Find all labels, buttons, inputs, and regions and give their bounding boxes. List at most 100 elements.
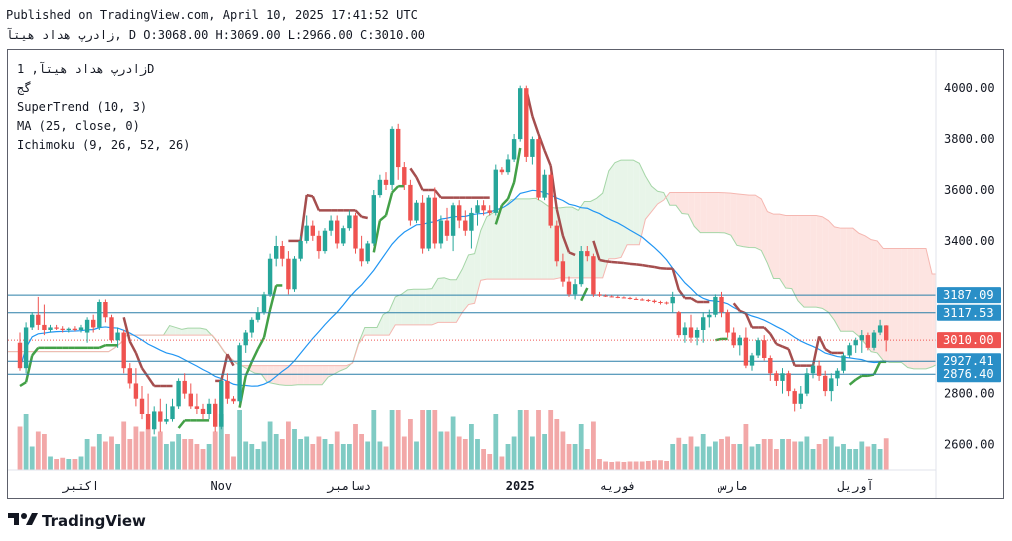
candle-body bbox=[152, 411, 157, 430]
x-tick-label: دسامبر bbox=[327, 479, 371, 494]
volume-bar bbox=[688, 436, 694, 470]
supertrend-segment bbox=[299, 194, 308, 242]
legend-symbol[interactable]: زادرپ هداد هیتآ, 1D bbox=[17, 62, 155, 76]
cloud-segment bbox=[755, 195, 762, 251]
volume-bar bbox=[499, 456, 505, 470]
volume-bar bbox=[682, 444, 688, 470]
supertrend-segment bbox=[433, 189, 442, 199]
volume-bar bbox=[304, 436, 310, 470]
cloud-segment bbox=[804, 215, 811, 308]
cloud-segment bbox=[535, 198, 542, 280]
cloud-segment bbox=[499, 206, 506, 280]
candle-body bbox=[871, 332, 877, 348]
volume-bar bbox=[279, 439, 285, 470]
cloud-segment bbox=[797, 215, 804, 308]
volume-bar bbox=[48, 456, 53, 470]
volume-bar bbox=[865, 446, 871, 470]
volume-bar bbox=[725, 436, 730, 470]
chart-area[interactable]: 4000.00 3800.00 3600.00 3400.00 2800.00 2600.… bbox=[7, 49, 1004, 499]
volume-bar bbox=[462, 439, 468, 470]
candle-body bbox=[42, 324, 47, 330]
supertrend-segment bbox=[671, 268, 681, 291]
candle-body bbox=[194, 406, 200, 409]
volume-bar bbox=[310, 444, 316, 470]
volume-bar bbox=[749, 446, 755, 470]
volume-bar bbox=[652, 460, 657, 470]
price-chart[interactable]: 4000.00 3800.00 3600.00 3400.00 2800.00 2600.… bbox=[8, 50, 1003, 498]
candle-body bbox=[389, 128, 395, 185]
volume-bar bbox=[426, 410, 432, 470]
cloud-segment bbox=[468, 253, 475, 305]
candle-body bbox=[383, 179, 389, 185]
volume-bar bbox=[883, 438, 889, 470]
volume-bar bbox=[84, 439, 90, 470]
candle-body bbox=[316, 235, 322, 252]
candle-body bbox=[188, 393, 193, 407]
y-tick-label: 2800.00 bbox=[944, 387, 995, 401]
cloud-segment bbox=[865, 235, 872, 352]
candle-body bbox=[792, 391, 797, 404]
cloud-segment bbox=[749, 195, 756, 248]
cloud-segment bbox=[871, 239, 878, 353]
cloud-segment bbox=[297, 365, 304, 385]
volume-bar bbox=[29, 446, 35, 470]
cloud-segment bbox=[767, 211, 774, 279]
supertrend-segment bbox=[744, 312, 754, 328]
candle-body bbox=[627, 297, 633, 299]
legend-supertrend[interactable]: SuperTrend (10, 3) bbox=[17, 100, 148, 114]
ohlc-line: زادرپ هداد هیتآ, D O:3068.00 H:3069.00 L… bbox=[6, 28, 426, 42]
candle-body bbox=[66, 328, 71, 330]
volume-bar bbox=[639, 461, 645, 470]
cloud-segment bbox=[486, 212, 493, 280]
candle-body bbox=[292, 258, 297, 290]
cloud-segment bbox=[566, 207, 573, 278]
legend-ma[interactable]: MA (25, close, 0) bbox=[17, 119, 140, 133]
candle-body bbox=[743, 337, 749, 366]
candle-body bbox=[219, 380, 224, 427]
candle-body bbox=[804, 373, 810, 394]
candle-body bbox=[853, 340, 858, 346]
volume-bar bbox=[505, 444, 511, 470]
volume-bar bbox=[731, 444, 737, 470]
candle-body bbox=[213, 403, 218, 427]
cloud-segment bbox=[926, 248, 933, 369]
candle-body bbox=[200, 408, 206, 414]
volume-bar bbox=[615, 461, 621, 470]
cloud-segment bbox=[492, 209, 499, 280]
cloud-segment bbox=[694, 192, 701, 233]
candles bbox=[17, 85, 889, 435]
volume-bar bbox=[469, 424, 474, 470]
candle-body bbox=[829, 378, 834, 392]
volume-bar bbox=[182, 439, 188, 470]
candle-body bbox=[84, 319, 90, 333]
y-tick-label: 2600.00 bbox=[944, 438, 995, 452]
candle-body bbox=[353, 215, 358, 249]
candle-body bbox=[798, 393, 803, 404]
candle-body bbox=[859, 335, 864, 341]
candle-body bbox=[164, 419, 169, 422]
volume-bar bbox=[737, 444, 743, 470]
candle-body bbox=[432, 197, 437, 244]
legend-ichimoku[interactable]: Ichimoku (9, 26, 52, 26) bbox=[17, 138, 191, 152]
volume-bar bbox=[365, 441, 371, 470]
candle-body bbox=[664, 302, 669, 304]
cloud-segment bbox=[303, 365, 310, 385]
volume-bar bbox=[548, 410, 554, 470]
candle-body bbox=[255, 312, 261, 320]
cloud-segment bbox=[895, 248, 902, 363]
cloud-segment bbox=[682, 192, 689, 215]
supertrend-segment bbox=[220, 353, 229, 382]
candle-body bbox=[786, 373, 791, 392]
supertrend-segment bbox=[782, 345, 790, 351]
price-label-box bbox=[937, 287, 1001, 304]
cloud-segment bbox=[718, 192, 725, 233]
volume-bar bbox=[377, 441, 383, 470]
volume-bar bbox=[584, 449, 590, 470]
cloud-segment bbox=[194, 328, 201, 336]
tradingview-brand[interactable]: TradingView bbox=[8, 512, 146, 530]
volume-bar bbox=[72, 459, 78, 470]
cloud-segment bbox=[309, 365, 316, 385]
supertrend-segment bbox=[500, 198, 509, 207]
volume-bar bbox=[194, 444, 200, 470]
volume-bar bbox=[322, 439, 328, 470]
